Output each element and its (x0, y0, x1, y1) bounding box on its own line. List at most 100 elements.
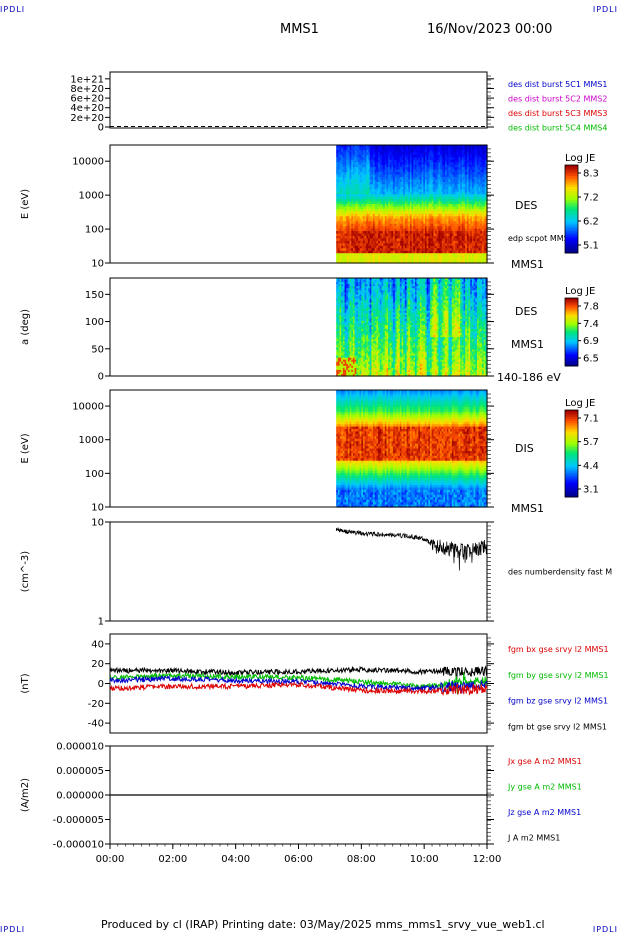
heatmap-cell (361, 228, 364, 232)
heatmap-cell (396, 167, 399, 171)
heatmap-cell (346, 208, 349, 212)
heatmap-cell (356, 196, 359, 200)
heatmap-cell (406, 201, 409, 205)
heatmap-cell (378, 201, 381, 205)
heatmap-cell (357, 211, 361, 215)
heatmap-cell (336, 159, 339, 163)
heatmap-cell (383, 255, 386, 259)
heatmap-cell (399, 199, 403, 203)
heatmap-cell (351, 157, 354, 161)
heatmap-cell (373, 245, 376, 249)
heatmap-cell (342, 179, 346, 183)
heatmap-cell (391, 226, 394, 230)
heatmap-cell (398, 181, 401, 185)
heatmap-cell (347, 218, 351, 222)
heatmap-cell (394, 260, 398, 264)
y-tick-label: 4e+20 (70, 103, 104, 114)
heatmap-cell (396, 204, 399, 208)
heatmap-cell (347, 159, 351, 163)
heatmap-cell (357, 159, 361, 163)
heatmap-cell (368, 169, 371, 173)
heatmap-cell (379, 189, 383, 193)
heatmap-cell (394, 201, 398, 205)
heatmap-cell (388, 238, 391, 242)
heatmap-cell (381, 211, 384, 215)
heatmap-cell (356, 243, 359, 247)
heatmap-cell (381, 181, 384, 185)
corner-label-right: IPDLI (592, 5, 618, 14)
heatmap-cell (381, 238, 384, 242)
heatmap-cell (388, 199, 391, 203)
heatmap-cell (351, 226, 354, 230)
heatmap-cell (364, 226, 367, 230)
heatmap-cell (389, 226, 393, 230)
heatmap-cell (356, 149, 359, 153)
heatmap-cell (399, 174, 403, 178)
heatmap-cell (376, 169, 379, 173)
heatmap-cell (341, 218, 344, 222)
heatmap-cell (394, 250, 398, 254)
heatmap-cell (359, 184, 362, 188)
heatmap-cell (337, 258, 341, 262)
heatmap-cell (349, 216, 352, 220)
heatmap-cell (378, 164, 381, 168)
heatmap-cell (359, 169, 362, 173)
heatmap-cell (337, 250, 341, 254)
heatmap-cell (391, 231, 394, 235)
heatmap-cell (374, 211, 378, 215)
heatmap-cell (394, 169, 398, 173)
heatmap-cell (356, 179, 359, 183)
heatmap-cell (404, 199, 408, 203)
heatmap-cell (406, 196, 409, 200)
heatmap-cell (339, 238, 342, 242)
heatmap-cell (339, 223, 342, 227)
heatmap-cell (356, 206, 359, 210)
heatmap-cell (376, 206, 379, 210)
heatmap-cell (349, 174, 352, 178)
heatmap-cell (366, 174, 369, 178)
heatmap-cell (391, 159, 394, 163)
heatmap-cell (361, 204, 364, 208)
heatmap-cell (406, 245, 409, 249)
heatmap-cell (337, 196, 341, 200)
heatmap-cell (388, 152, 391, 156)
heatmap-cell (366, 213, 369, 217)
heatmap-cell (389, 208, 393, 212)
heatmap-cell (366, 172, 369, 176)
heatmap-cell (368, 191, 371, 195)
heatmap-cell (376, 172, 379, 176)
heatmap-cell (368, 231, 371, 235)
heatmap-cell (363, 179, 366, 183)
heatmap-cell (337, 199, 341, 203)
heatmap-cell (366, 152, 369, 156)
heatmap-cell (349, 228, 352, 232)
heatmap-cell (349, 253, 352, 257)
heatmap-cell (344, 228, 347, 232)
heatmap-cell (381, 240, 384, 244)
heatmap-cell (378, 179, 381, 183)
heatmap-cell (368, 216, 371, 220)
heatmap-cell (337, 221, 341, 225)
heatmap-cell (383, 240, 386, 244)
heatmap-cell (399, 196, 403, 200)
heatmap-cell (356, 154, 359, 158)
heatmap-cell (352, 238, 356, 242)
heatmap-cell (399, 223, 403, 227)
heatmap-cell (351, 211, 354, 215)
heatmap-cell (391, 213, 394, 217)
heatmap-cell (399, 152, 403, 156)
heatmap-cell (346, 245, 349, 249)
heatmap-cell (373, 172, 376, 176)
heatmap-cell (388, 162, 391, 166)
heatmap-cell (351, 245, 354, 249)
heatmap-cell (369, 174, 372, 178)
heatmap-cell (383, 159, 386, 163)
heatmap-cell (371, 145, 374, 149)
heatmap-cell (389, 157, 393, 161)
heatmap-cell (404, 189, 408, 193)
heatmap-cell (347, 255, 351, 259)
heatmap-cell (337, 243, 341, 247)
heatmap-cell (394, 233, 398, 237)
heatmap-cell (347, 184, 351, 188)
